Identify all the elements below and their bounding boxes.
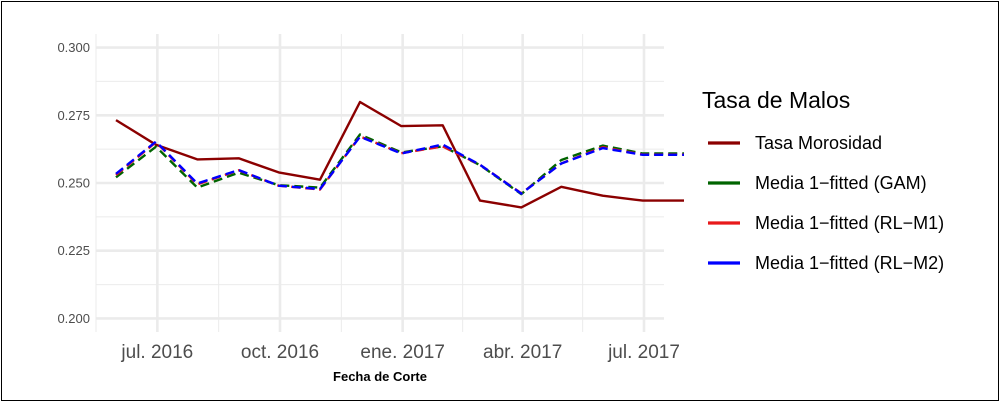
y-axis-ticks: 0.200 0.225 0.250 0.275 0.300	[57, 40, 90, 326]
x-axis-ticks: jul. 2016 oct. 2016 ene. 2017 abr. 2017 jul.…	[120, 342, 680, 363]
legend-label-4: Media 1−fitted (RL−M2)	[755, 253, 944, 273]
x-axis-label: Fecha de Corte	[333, 369, 427, 384]
legend-label-2: Media 1−fitted (GAM)	[755, 173, 927, 193]
series-line-3	[115, 135, 684, 195]
legend: Tasa de Malos Tasa Morosidad Media 1−fitt…	[702, 87, 944, 273]
y-tick-label: 0.275	[57, 108, 90, 123]
x-tick-label: abr. 2017	[483, 342, 562, 363]
legend-label-1: Tasa Morosidad	[755, 133, 882, 153]
y-tick-label: 0.200	[57, 311, 90, 326]
series-lines	[115, 100, 684, 209]
legend-title: Tasa de Malos	[702, 87, 850, 113]
series-line-2	[115, 133, 684, 196]
y-tick-label: 0.250	[57, 176, 90, 191]
x-tick-label: oct. 2016	[241, 342, 319, 363]
y-tick-label: 0.300	[57, 40, 90, 55]
legend-label-3: Media 1−fitted (RL−M1)	[755, 213, 944, 233]
x-tick-label: jul. 2017	[607, 342, 680, 363]
x-tick-label: ene. 2017	[360, 342, 445, 363]
series-line-1	[115, 100, 684, 209]
series-line-4	[115, 135, 684, 195]
y-tick-label: 0.225	[57, 243, 90, 258]
x-tick-label: jul. 2016	[120, 342, 193, 363]
grid-major	[96, 34, 664, 332]
